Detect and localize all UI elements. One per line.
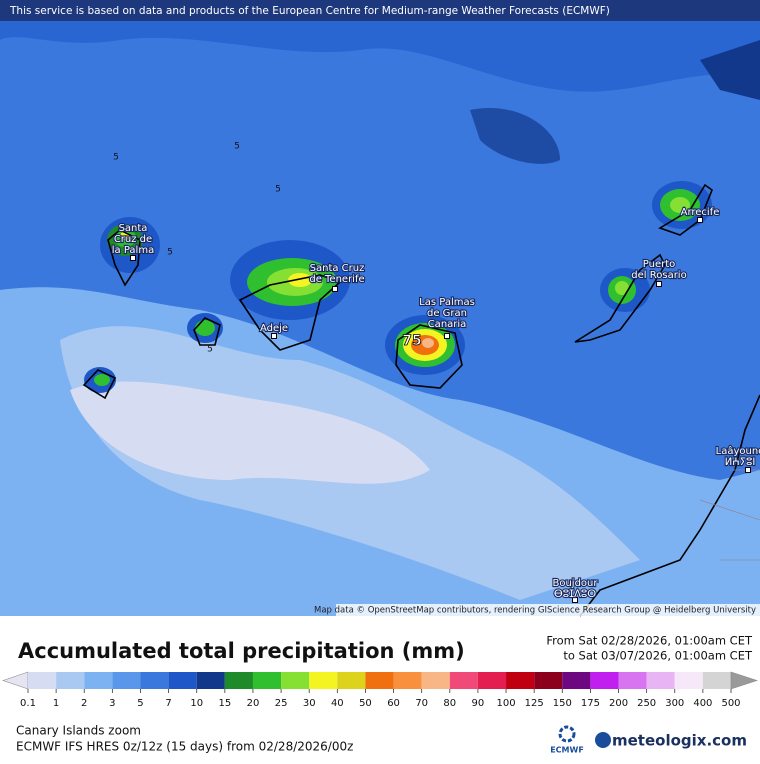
- ecmwf-label: ECMWF: [550, 746, 584, 755]
- brand-logo: [595, 732, 611, 748]
- colorbar-box: [168, 672, 197, 689]
- colorbar-level: 70: [415, 698, 428, 709]
- colorbar-level: 500: [721, 698, 740, 709]
- ecmwf-notice: This service is based on data and produc…: [9, 5, 610, 17]
- colorbar-above: [730, 671, 758, 690]
- colorbar-level: 2: [81, 698, 87, 709]
- contour-label: 5: [113, 153, 119, 163]
- colorbar-box: [393, 672, 422, 689]
- colorbar-level: 20: [247, 698, 260, 709]
- colorbar-level: 175: [581, 698, 600, 709]
- colorbar-level: 300: [665, 698, 684, 709]
- place-label: Laâyoune: [716, 445, 760, 457]
- place-label: del Rosario: [631, 270, 686, 281]
- colorbar-level: 90: [472, 698, 485, 709]
- colorbar-box: [674, 672, 703, 689]
- place-label: ⵍⵄⵢⵓⵏ: [725, 457, 756, 468]
- colorbar-box: [112, 672, 141, 689]
- colorbar-box: [252, 672, 282, 689]
- place-marker: [656, 281, 662, 287]
- place-marker: [697, 217, 703, 223]
- colorbar-box: [534, 672, 563, 689]
- place-label: de Tenerife: [309, 274, 364, 285]
- colorbar-box: [28, 672, 57, 689]
- region-name: Canary Islands zoom: [16, 724, 141, 738]
- colorbar-level: 15: [218, 698, 231, 709]
- colorbar-box: [281, 672, 310, 689]
- place-label: Canaria: [428, 319, 467, 330]
- colorbar-box: [56, 672, 85, 689]
- place-label: Boujdour: [552, 578, 598, 589]
- colorbar-box: [84, 672, 113, 689]
- colorbar-level: 200: [609, 698, 628, 709]
- colorbar-box: [646, 672, 675, 689]
- colorbar-level: 1: [53, 698, 59, 709]
- period-to: to Sat 03/07/2026, 01:00am CET: [563, 649, 753, 663]
- contour-label: 5: [275, 185, 281, 195]
- colorbar-level: 250: [637, 698, 656, 709]
- colorbar-level: 100: [496, 698, 515, 709]
- colorbar-level: 400: [693, 698, 712, 709]
- colorbar-box: [618, 672, 647, 689]
- contour-label: 5: [234, 142, 240, 152]
- brand-name: meteologix.com: [612, 732, 747, 750]
- model-run: ECMWF IFS HRES 0z/12z (15 days) from 02/…: [16, 740, 353, 754]
- colorbar-level: 50: [359, 698, 372, 709]
- colorbar-box: [562, 672, 591, 689]
- colorbar-level: 40: [331, 698, 344, 709]
- place-marker: [745, 467, 751, 473]
- colorbar-level: 10: [190, 698, 203, 709]
- place-label: Santa Cruz: [310, 263, 365, 274]
- colorbar-box: [337, 672, 366, 689]
- place-marker: [572, 597, 578, 603]
- colorbar-level: 0.1: [20, 698, 36, 709]
- contour-label: 5: [207, 345, 213, 355]
- colorbar-box: [449, 672, 478, 689]
- place-label: la Palma: [112, 245, 154, 256]
- colorbar-box: [702, 672, 731, 689]
- colorbar-box: [506, 672, 535, 689]
- place-label: Arrecife: [681, 207, 720, 218]
- place-label: ⴱⵓⵊⴷⵓⵔ: [554, 589, 596, 600]
- colorbar-level: 5: [137, 698, 143, 709]
- map: This service is based on data and produc…: [0, 0, 760, 617]
- colorbar-box: [365, 672, 394, 689]
- place-label: Cruz de: [114, 234, 152, 245]
- colorbar-level: 80: [443, 698, 456, 709]
- colorbar-box: [421, 672, 450, 689]
- place-label: Santa: [119, 223, 148, 234]
- colorbar-box: [224, 672, 253, 689]
- colorbar-box: [309, 672, 338, 689]
- place-label: Las Palmas: [419, 297, 475, 308]
- place-marker: [332, 286, 338, 292]
- place-marker: [271, 333, 277, 339]
- legend-title: Accumulated total precipitation (mm): [18, 639, 465, 663]
- colorbar-box: [196, 672, 225, 689]
- contour-label: 5: [167, 248, 173, 258]
- period-from: From Sat 02/28/2026, 01:00am CET: [546, 634, 753, 648]
- colorbar-box: [140, 672, 169, 689]
- place-label: Puerto: [643, 259, 676, 270]
- place-label: Adeje: [260, 323, 288, 334]
- colorbar-level: 30: [303, 698, 316, 709]
- place-marker: [444, 333, 450, 339]
- contour-label: 75: [402, 333, 421, 349]
- colorbar-level: 3: [109, 698, 115, 709]
- colorbar-box: [477, 672, 507, 689]
- colorbar-box: [590, 672, 619, 689]
- colorbar-level: 60: [387, 698, 400, 709]
- colorbar-level: 7: [165, 698, 171, 709]
- colorbar-level: 125: [525, 698, 544, 709]
- colorbar-level: 150: [553, 698, 572, 709]
- place-label: de Gran: [427, 308, 467, 319]
- colorbar-below: [2, 671, 29, 690]
- ecmwf-logo: [558, 725, 576, 743]
- colorbar-level: 25: [275, 698, 288, 709]
- place-marker: [130, 255, 136, 261]
- map-attribution: Map data © OpenStreetMap contributors, r…: [314, 606, 756, 616]
